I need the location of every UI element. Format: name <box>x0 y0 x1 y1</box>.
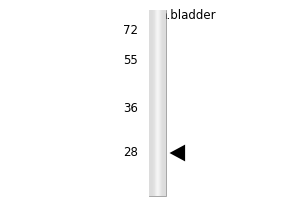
Text: 36: 36 <box>123 102 138 116</box>
Text: 72: 72 <box>123 24 138 38</box>
Text: m.bladder: m.bladder <box>156 9 216 22</box>
FancyBboxPatch shape <box>149 60 166 63</box>
Text: 55: 55 <box>123 54 138 68</box>
Polygon shape <box>169 145 185 161</box>
FancyBboxPatch shape <box>149 151 166 156</box>
FancyBboxPatch shape <box>149 10 166 196</box>
Text: 28: 28 <box>123 146 138 160</box>
